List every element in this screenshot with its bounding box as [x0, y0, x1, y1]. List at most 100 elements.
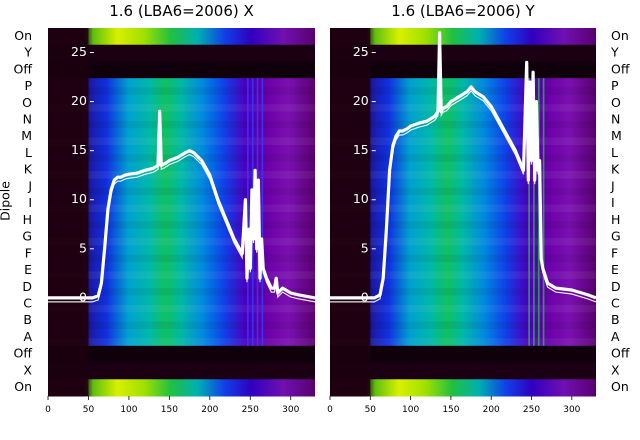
row-label-left: G: [22, 229, 32, 244]
heatmap-row-shade: [330, 338, 596, 346]
row-label-left: H: [23, 212, 32, 227]
x-tick-label: 150: [161, 405, 178, 415]
row-label-right: I: [611, 195, 615, 210]
row-label-right: M: [611, 128, 622, 143]
row-label-right: A: [611, 329, 620, 344]
rfi-stripe: [247, 78, 249, 346]
x-tick-label: 250: [242, 405, 259, 415]
row-label-right: G: [611, 229, 621, 244]
heatmap-row-shade: [48, 204, 315, 212]
low-cut-region: [330, 28, 371, 396]
heatmap-row: [330, 28, 596, 46]
overlay-y-tick: 20: [353, 93, 369, 108]
row-label-right: H: [611, 212, 620, 227]
heatmap-row-shade: [330, 204, 596, 212]
heatmap-row-shade: [330, 104, 596, 112]
row-label-right: K: [611, 162, 620, 177]
x-tick-label: 100: [402, 405, 419, 415]
row-label-right: P: [611, 78, 619, 93]
heatmap-row-shade: [48, 288, 315, 296]
heatmap-row-shade: [48, 254, 315, 263]
row-label-right: B: [611, 312, 620, 327]
row-label-left: P: [24, 78, 32, 93]
rfi-stripe: [537, 78, 540, 346]
overlay-line: [48, 109, 316, 300]
overlay-y-tick: 15: [353, 142, 369, 157]
heatmap-row-shade: [330, 237, 596, 246]
row-label-left: L: [25, 145, 32, 160]
row-label-left: B: [23, 312, 32, 327]
row-label-right: Y: [610, 45, 619, 60]
heatmap-row-shade: [330, 304, 596, 313]
heatmap-row: [48, 345, 315, 364]
x-tick-label: 250: [523, 405, 540, 415]
row-label-left: Off: [14, 61, 33, 76]
row-label-left: Off: [14, 346, 33, 361]
row-label-left: N: [23, 112, 32, 127]
row-label-left: On: [14, 379, 32, 394]
overlay-line-secondary: [48, 115, 316, 303]
heatmap-row-shade: [330, 288, 596, 296]
heatmap-row: [48, 379, 315, 397]
x-tick-label: 50: [83, 405, 95, 415]
row-label-right: Off: [611, 346, 630, 361]
heatmap-row-shade: [330, 171, 596, 179]
heatmap-row-shade: [330, 187, 596, 196]
row-label-right: D: [611, 279, 621, 294]
overlay-y-tick: 25: [71, 44, 87, 59]
row-label-left: Y: [23, 45, 32, 60]
heatmap-row-shade: [48, 154, 315, 162]
panel-title: 1.6 (LBA6=2006) X: [109, 2, 254, 20]
y-axis-label: Dipole: [0, 181, 13, 221]
heatmap-row-shade: [48, 321, 315, 330]
rfi-stripe: [261, 78, 264, 346]
row-label-left: A: [23, 329, 32, 344]
x-tick-label: 100: [120, 405, 137, 415]
row-label-right: On: [611, 28, 629, 43]
heatmap-row-shade: [48, 187, 315, 196]
heatmap-row: [48, 28, 315, 46]
row-label-right: O: [611, 95, 621, 110]
rfi-stripe: [542, 78, 545, 346]
row-label-left: K: [24, 162, 33, 177]
heatmap-row-shade: [48, 271, 315, 279]
overlay-y-tick: 15: [71, 142, 87, 157]
heatmap-row: [48, 44, 315, 62]
panel-y: 1.6 (LBA6=2006) Y 0 5 10 15 20 250 50 100 150 200 2…: [327, 2, 597, 415]
heatmap-row-shade: [330, 154, 596, 162]
x-tick-label: 0: [45, 405, 51, 415]
heatmap-row-shade: [48, 338, 315, 346]
row-label-left: F: [25, 245, 32, 260]
x-tick-label: 200: [201, 405, 218, 415]
heatmap-row-shade: [48, 221, 315, 229]
row-label-right: L: [611, 145, 618, 160]
row-label-left: X: [23, 362, 32, 377]
heatmap-row: [330, 345, 596, 364]
x-tick-label: 50: [365, 405, 377, 415]
heatmap-row-shade: [48, 171, 315, 179]
row-label-right: X: [611, 362, 620, 377]
heatmap-row-shade: [48, 104, 315, 112]
overlay-y-tick: 10: [71, 191, 87, 206]
heatmap-row-shade: [330, 221, 596, 229]
heatmap-row-shade: [48, 237, 315, 246]
heatmap-row: [48, 362, 315, 380]
row-label-right: C: [611, 296, 620, 311]
row-label-left: D: [22, 279, 32, 294]
heatmap-row-shade: [330, 271, 596, 279]
row-label-left: J: [27, 178, 32, 193]
x-tick-label: 300: [282, 405, 299, 415]
heatmap-row-shade: [330, 120, 596, 129]
heatmap-row-shade: [48, 87, 315, 95]
rfi-stripe: [533, 78, 535, 346]
overlay-y-tick: 20: [71, 93, 87, 108]
row-label-left: C: [23, 296, 32, 311]
row-label-right: J: [610, 178, 615, 193]
heatmap-row-shade: [48, 304, 315, 313]
row-label-right: E: [611, 262, 619, 277]
rfi-stripe: [528, 78, 530, 346]
heatmap-row: [330, 61, 596, 79]
overlay-y-tick: 10: [353, 191, 369, 206]
x-tick-label: 200: [483, 405, 500, 415]
